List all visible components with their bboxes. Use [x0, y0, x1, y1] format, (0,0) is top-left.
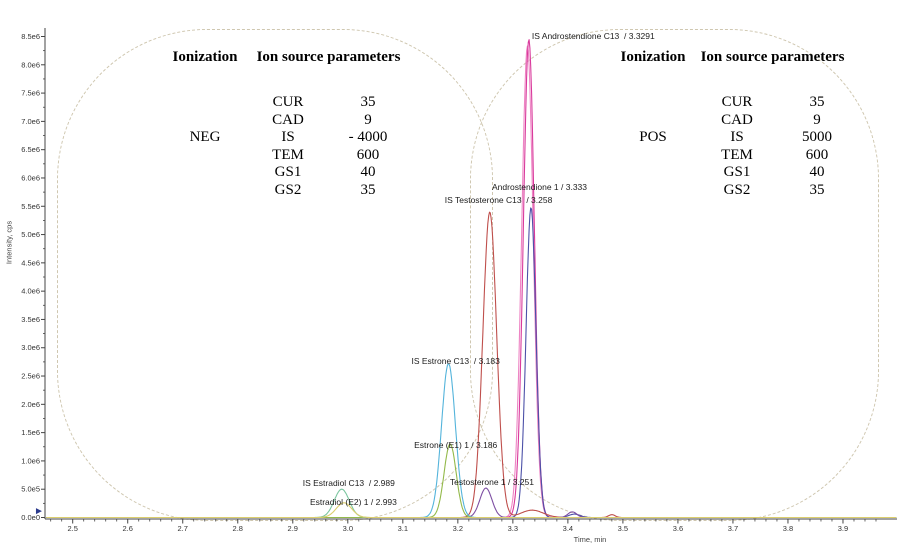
param-row: GS1 40 — [699, 164, 859, 182]
x-tick-label: 3.5 — [618, 524, 628, 533]
y-tick-label: 3.5e6 — [21, 315, 40, 324]
y-tick-label: 6.0e6 — [21, 173, 40, 182]
x-tick-label: 2.9 — [288, 524, 298, 533]
y-tick-label: 8.5e6 — [21, 32, 40, 41]
param-row: CAD 9 — [699, 112, 859, 130]
param-value: 9 — [364, 111, 372, 128]
param-name: GS2 — [274, 181, 302, 198]
neg-mode-label: NEG — [189, 129, 221, 145]
y-tick-label: 2.5e6 — [21, 372, 40, 381]
peak-label: IS Testosterone C13 / 3.258 — [444, 194, 553, 205]
param-value: 35 — [360, 94, 376, 110]
trace-testosterone-1 — [46, 487, 897, 519]
y-tick-label: 6.5e6 — [21, 145, 40, 154]
x-tick-label: 2.7 — [178, 524, 188, 533]
y-tick-label: 7.5e6 — [21, 89, 40, 98]
param-row: GS1 40 — [250, 164, 410, 182]
y-tick-label: 1.5e6 — [21, 428, 40, 437]
param-name: CAD — [272, 111, 304, 128]
param-value: 35 — [809, 181, 825, 198]
x-tick-label: 3.6 — [673, 524, 683, 533]
neg-panel-outline — [57, 29, 493, 521]
x-tick-label: 2.5 — [67, 524, 77, 533]
x-tick-label: 3.1 — [398, 524, 408, 533]
x-axis-title: Time, min — [573, 535, 607, 544]
y-tick-label: 3.0e6 — [21, 343, 40, 352]
y-tick-label: 1.0e6 — [21, 456, 40, 465]
x-tick-label: 3.9 — [838, 524, 848, 533]
param-name: GS2 — [723, 181, 751, 198]
neg-params-header: Ion source parameters — [256, 49, 401, 65]
x-tick-label: 3.8 — [783, 524, 793, 533]
pos-param-rows: CUR 35 CAD 9 IS 5000 TEM 600 GS1 40 GS2 35 — [699, 94, 859, 199]
x-tick-label: 3.0 — [343, 524, 353, 533]
param-value: 5000 — [802, 129, 832, 145]
y-tick-label: 5.0e5 — [21, 485, 40, 494]
param-row: IS 5000 — [699, 129, 859, 147]
pos-params-header: Ion source parameters — [700, 49, 845, 65]
param-name: TEM — [272, 146, 304, 163]
param-name: CUR — [721, 94, 753, 110]
peak-label: Estradiol (E2) 1 / 2.993 — [309, 496, 397, 507]
y-tick-label: 8.0e6 — [21, 60, 40, 69]
param-value: 35 — [809, 94, 825, 110]
param-row: CUR 35 — [250, 94, 410, 112]
peak-label: IS Estrone C13 / 3.183 — [411, 355, 500, 366]
param-row: GS2 35 — [250, 182, 410, 200]
pos-panel-outline — [470, 29, 879, 521]
y-tick-label: 7.0e6 — [21, 117, 40, 126]
trace-estradiol-e2-1 — [46, 502, 897, 519]
peak-label: IS Estradiol C13 / 2.989 — [302, 478, 395, 489]
param-value: 40 — [360, 164, 376, 180]
param-name: IS — [730, 129, 744, 145]
x-tick-label: 2.6 — [123, 524, 133, 533]
param-row: TEM 600 — [699, 147, 859, 165]
peak-label: Estrone (E1) 1 / 3.186 — [414, 439, 498, 450]
param-row: GS2 35 — [699, 182, 859, 200]
y-axis-title: Intensity, cps — [4, 220, 14, 265]
param-value: 35 — [360, 181, 376, 198]
y-tick-label: 5.0e6 — [21, 230, 40, 239]
x-tick-label: 2.8 — [233, 524, 243, 533]
param-name: CAD — [721, 111, 753, 128]
param-row: CAD 9 — [250, 112, 410, 130]
param-name: CUR — [272, 94, 304, 110]
param-value: 600 — [356, 146, 380, 163]
param-value: 9 — [813, 111, 821, 128]
param-name: TEM — [721, 146, 753, 163]
param-name: IS — [281, 129, 295, 145]
y-tick-label: 4.5e6 — [21, 258, 40, 267]
param-value: 600 — [805, 146, 829, 163]
x-tick-label: 3.4 — [563, 524, 573, 533]
pos-ionization-header: Ionization — [620, 49, 686, 65]
x-tick-label: 3.7 — [728, 524, 738, 533]
active-trace-arrow-icon: ► — [34, 506, 44, 517]
peak-label: Testosterone 1 / 3.251 — [449, 477, 535, 488]
neg-param-rows: CUR 35 CAD 9 IS - 4000 TEM 600 GS1 40 GS2 35 — [250, 94, 410, 199]
param-name: GS1 — [274, 164, 302, 180]
y-tick-label: 0.0e0 — [21, 513, 40, 522]
param-row: CUR 35 — [699, 94, 859, 112]
neg-ionization-header: Ionization — [172, 49, 238, 65]
param-value: 40 — [809, 164, 825, 180]
peak-label: IS Androstendione C13 / 3.3291 — [531, 31, 655, 42]
param-row: TEM 600 — [250, 147, 410, 165]
peak-label: Androstendione 1 / 3.333 — [492, 182, 588, 193]
y-tick-label: 5.5e6 — [21, 202, 40, 211]
param-row: IS - 4000 — [250, 129, 410, 147]
trace-is-estradiol-c13 — [46, 488, 897, 519]
pos-mode-label: POS — [639, 129, 667, 145]
x-tick-label: 3.2 — [453, 524, 463, 533]
y-tick-label: 2.0e6 — [21, 400, 40, 409]
param-name: GS1 — [723, 164, 751, 180]
x-tick-label: 3.3 — [508, 524, 518, 533]
param-value: - 4000 — [348, 129, 388, 145]
y-tick-label: 4.0e6 — [21, 287, 40, 296]
